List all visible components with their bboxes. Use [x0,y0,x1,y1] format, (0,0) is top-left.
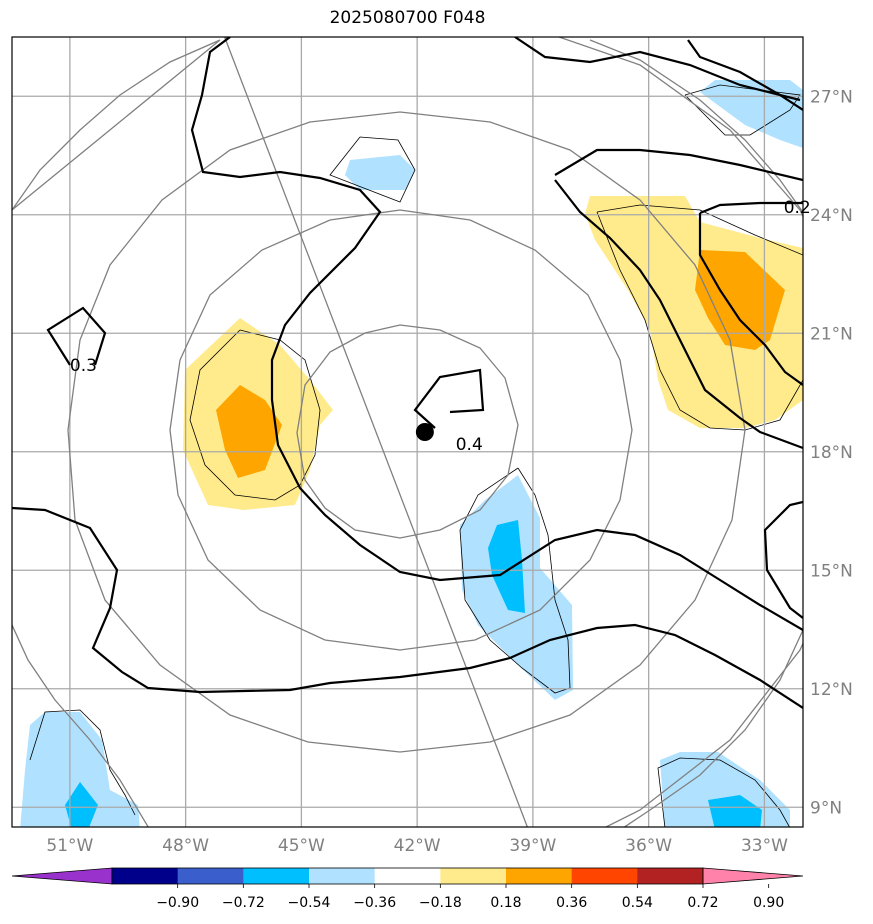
thick-contour-north-east [687,39,803,111]
map-plot-area [12,37,803,827]
colorbar-tick-label: −0.36 [353,895,396,911]
colorbar-segment [309,868,376,884]
positive-anomaly-east-light [585,196,803,428]
colorbar-outline [111,867,704,885]
lon-tick-label: 51°W [46,836,93,856]
range-ring-1 [296,324,519,539]
contour-label: 0.3 [70,356,97,376]
colorbar-segment [243,868,310,884]
lon-tick-label: 45°W [278,836,325,856]
colorbar-tick-labels: −0.90 −0.72 −0.54 −0.36 −0.18 0.18 0.36 0.54 0.7… [156,884,784,911]
thick-contour-se [763,500,803,619]
thick-contour-east [554,148,803,182]
range-ring-4 [224,37,803,827]
lat-tick-label: 15°N [810,561,853,581]
colorbar-tick-label: 0.36 [556,895,587,911]
map-title: 2025080700 F048 [329,8,486,28]
lat-tick-label: 12°N [810,680,853,700]
thick-contour-west [12,506,803,709]
thick-contour-small-west [46,306,107,366]
negative-anomaly-southwest-light [20,712,140,827]
contour-labels: 0.4 0.3 0.2 [70,198,811,455]
colorbar-segment [571,868,638,884]
lat-tick-label: 18°N [810,443,853,463]
lat-tick-label: 27°N [810,87,853,107]
colorbar-segment [177,868,244,884]
negative-anomaly-southwest-strong [65,782,98,827]
thick-contours [12,37,803,709]
colorbar [11,867,804,885]
colorbar-tick-label: 0.18 [490,895,521,911]
negative-anomaly-southeast-strong [708,795,762,827]
negative-anomaly-central-strong [488,520,525,613]
colorbar-tick-label: −0.18 [419,895,462,911]
negative-anomaly-north-light [345,155,415,190]
contour-label: 0.4 [456,435,483,455]
thin-contour [29,709,136,816]
lon-tick-label: 39°W [509,836,556,856]
colorbar-extend-high [702,867,804,885]
thin-outline-contours [29,84,803,827]
storm-center-marker [415,423,434,441]
range-ring-5 [12,624,149,827]
range-rings [12,37,803,827]
longitude-tick-labels: 51°W 48°W 45°W 42°W 39°W 36°W 33°W [46,836,788,856]
colorbar-segment [506,868,573,884]
map-frame [11,36,804,828]
latitude-tick-labels: 9°N 12°N 15°N 18°N 21°N 24°N 27°N [810,87,853,818]
thick-contour-main [190,37,803,631]
range-ring-3 [67,111,746,753]
contour-label: 0.2 [784,198,811,218]
lon-tick-label: 42°W [394,836,441,856]
colorbar-tick-label: 0.90 [753,895,784,911]
colorbar-tick-label: −0.54 [288,895,331,911]
colorbar-tick-label: −0.72 [222,895,265,911]
lat-tick-label: 24°N [810,206,853,226]
colorbar-segment [440,868,507,884]
lon-tick-label: 33°W [741,836,788,856]
lon-tick-label: 36°W [625,836,672,856]
thin-contour [459,467,571,694]
thick-contour-east-3 [699,201,803,215]
positive-anomaly-east-strong [695,250,785,350]
range-ring-5 [12,39,221,211]
range-ring-5 [623,629,803,827]
thick-contour-east-2 [554,179,803,450]
thin-contour [684,84,801,136]
negative-anomaly-northeast-light [700,80,803,148]
colorbar-segment [374,868,441,884]
range-ring-5 [589,39,803,214]
colorbar-tick-label: 0.54 [622,895,653,911]
shaded-field [20,80,803,827]
thin-contour [329,136,416,203]
colorbar-tick-label: 0.72 [687,895,718,911]
thick-contour-east-4 [698,213,803,386]
colorbar-extend-low [11,867,113,885]
thick-contour-center [413,368,485,429]
lat-tick-label: 9°N [810,798,842,818]
lat-tick-label: 21°N [810,324,853,344]
colorbar-segment [637,868,704,884]
colorbar-tick-label: −0.90 [156,895,199,911]
lon-tick-label: 48°W [162,836,209,856]
thick-contour-north-arc [514,37,801,102]
thin-contour [657,757,790,827]
range-ring-2 [169,209,633,651]
positive-anomaly-west-strong [216,385,282,478]
colorbar-segment [112,868,179,884]
